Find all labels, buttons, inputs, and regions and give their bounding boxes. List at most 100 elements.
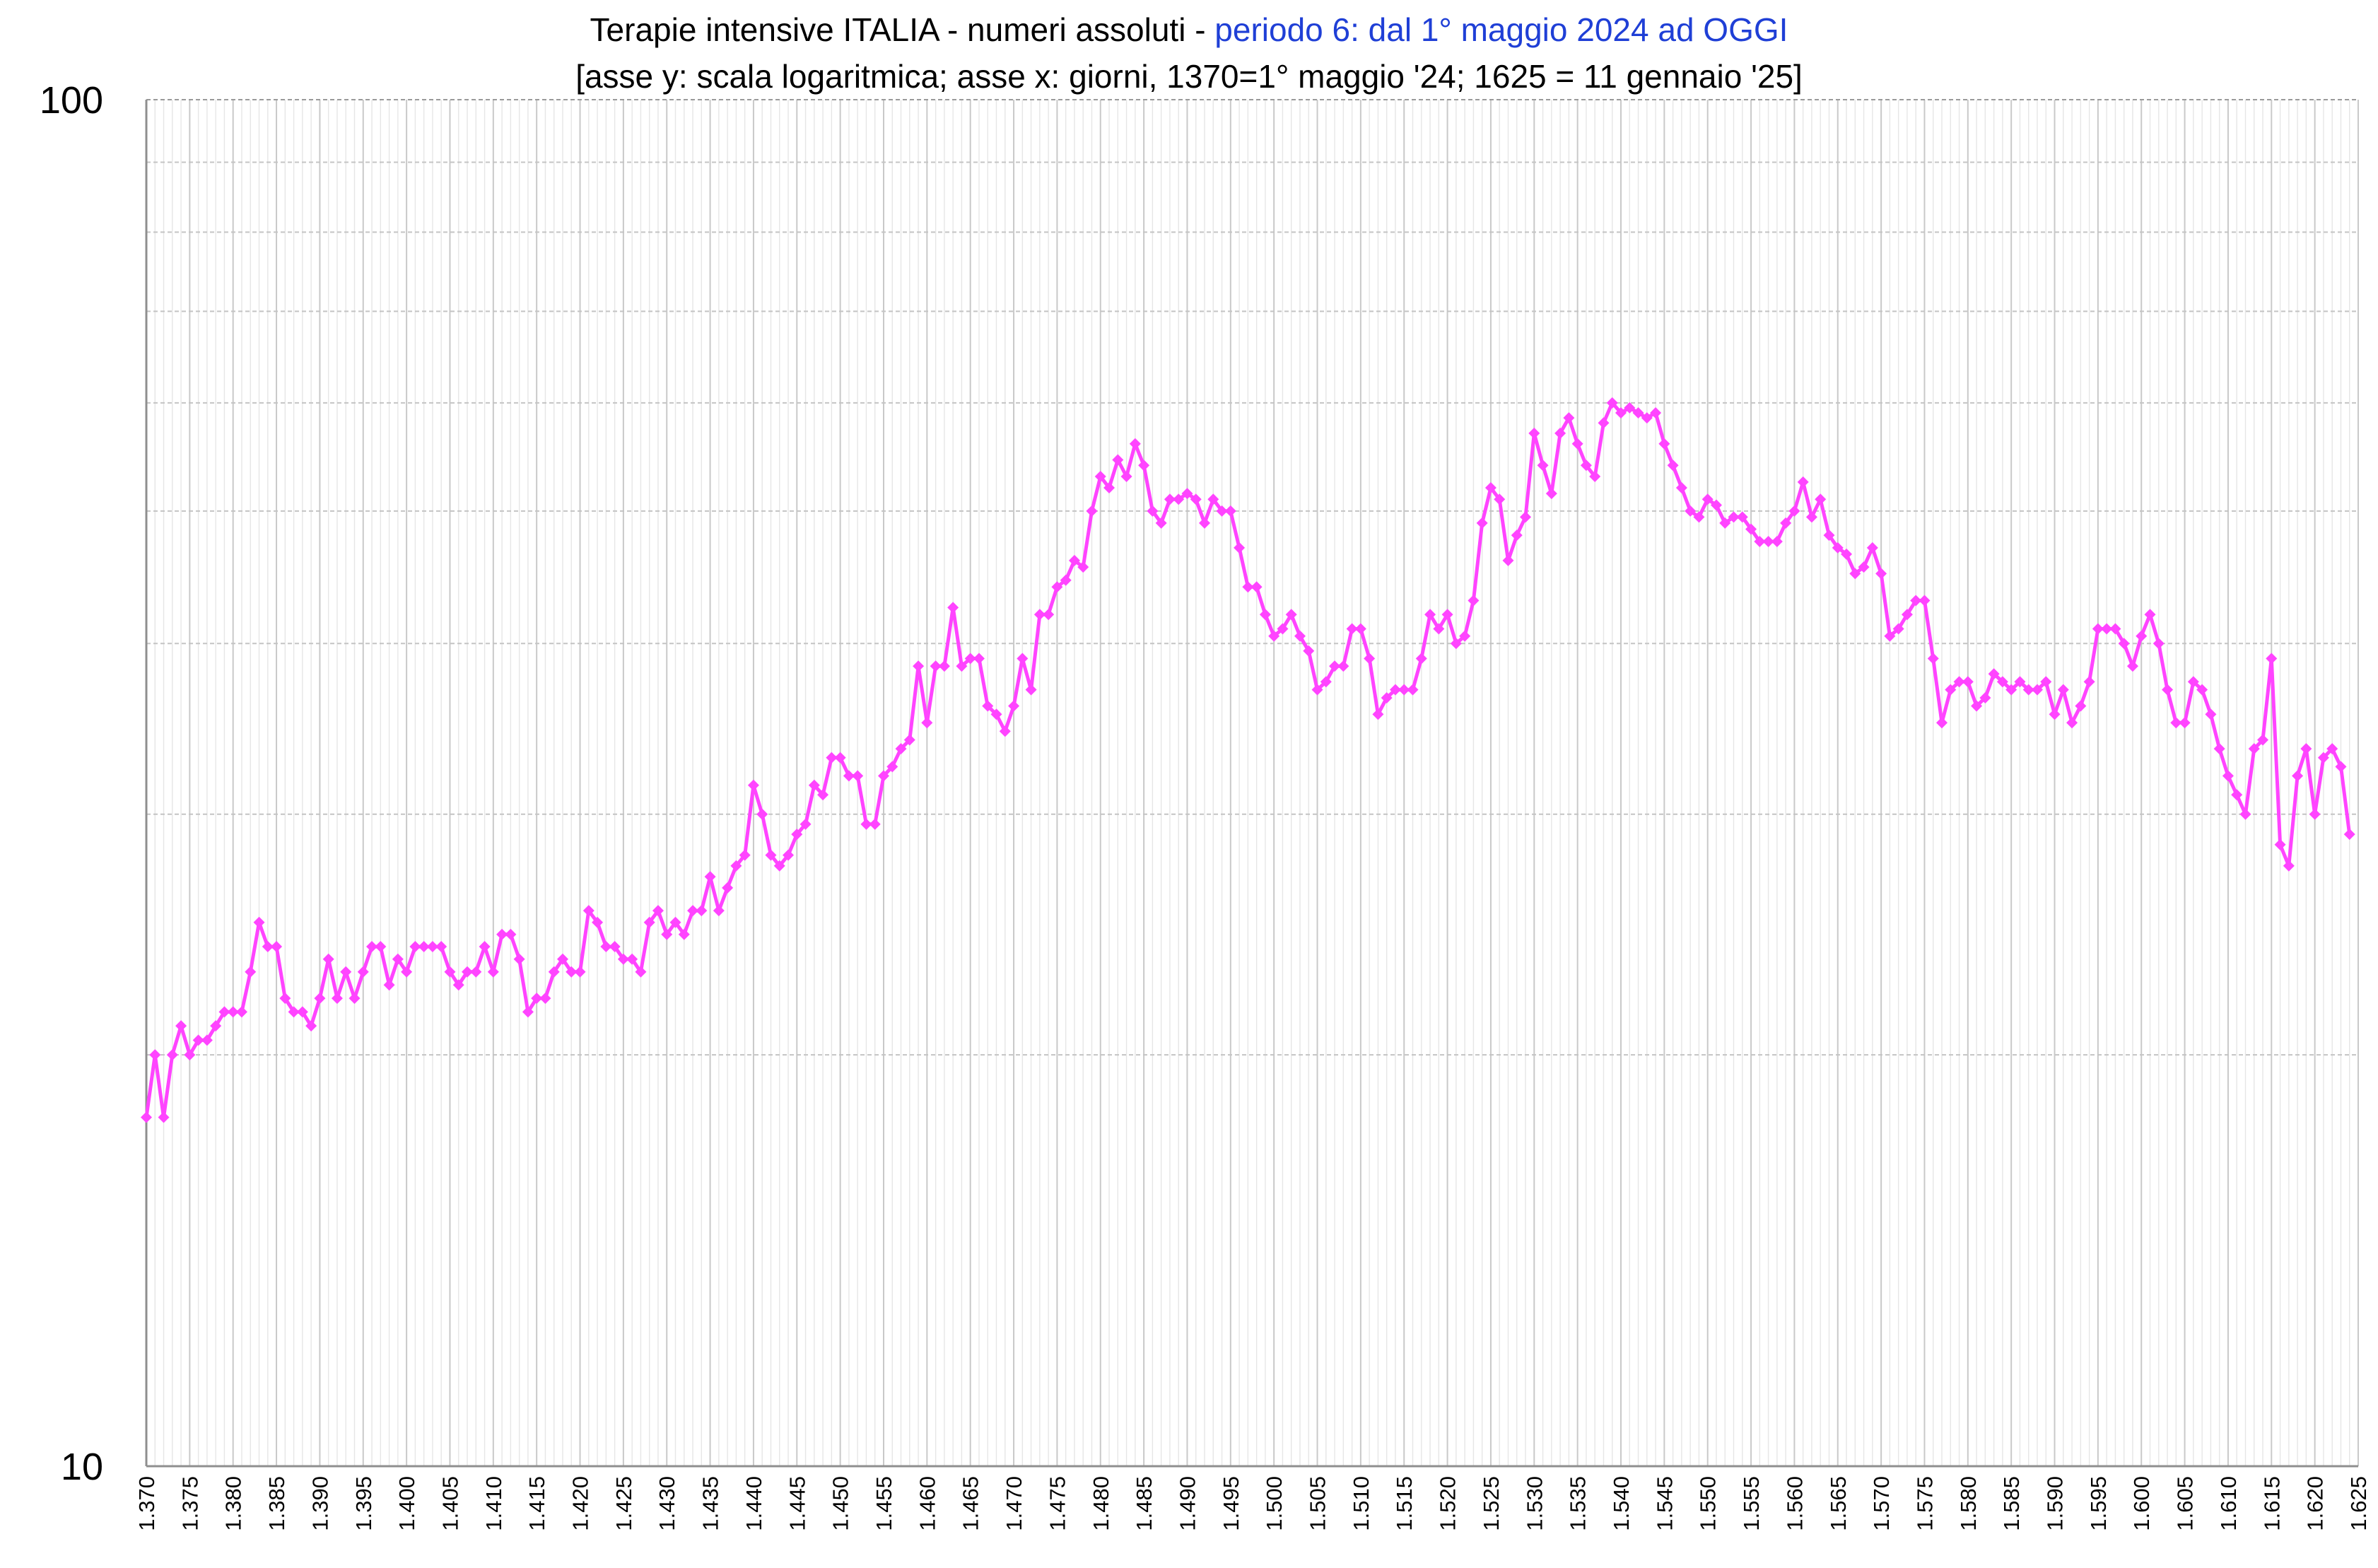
data-point (1841, 548, 1853, 560)
x-tick-label: 1.555 (1739, 1476, 1764, 1531)
data-point (1129, 438, 1141, 450)
data-point (227, 1006, 239, 1018)
x-tick-label: 1.380 (221, 1476, 246, 1531)
data-point (1329, 660, 1341, 672)
data-point (235, 1006, 247, 1018)
data-point (1051, 581, 1063, 593)
data-point (1008, 700, 1020, 712)
x-tick-label: 1.605 (2173, 1476, 2198, 1531)
data-point (1788, 505, 1800, 517)
chart-title-accent: periodo 6: dal 1° maggio 2024 ad OGGI (1214, 11, 1788, 48)
x-tick-label: 1.590 (2043, 1476, 2068, 1531)
series-markers (141, 397, 2355, 1123)
data-point (1736, 511, 1748, 523)
x-tick-label: 1.410 (481, 1476, 506, 1531)
x-tick-label: 1.595 (2086, 1476, 2111, 1531)
data-point (1892, 623, 1904, 635)
x-tick-label: 1.450 (828, 1476, 853, 1531)
data-point (1337, 660, 1349, 672)
x-tick-label: 1.370 (134, 1476, 159, 1531)
data-point (1528, 427, 1540, 439)
data-point (1494, 493, 1506, 505)
x-tick-label: 1.500 (1262, 1476, 1287, 1531)
data-point (487, 966, 499, 978)
data-point (1520, 511, 1532, 523)
data-point (1043, 609, 1055, 621)
data-point (1250, 581, 1263, 593)
data-point (426, 941, 438, 953)
data-point (2022, 684, 2034, 696)
data-point (2317, 751, 2329, 763)
x-tick-label: 1.485 (1132, 1476, 1156, 1531)
data-point (1702, 493, 1714, 505)
data-point (340, 966, 352, 978)
data-point (713, 905, 725, 917)
data-point (2205, 708, 2217, 720)
data-point (1632, 406, 1644, 419)
chart-title-main: Terapie intensive ITALIA - numeri assolu… (590, 11, 1215, 48)
data-point (556, 953, 568, 965)
y-axis-tick-labels: 100 10 (40, 79, 103, 1488)
data-point (1953, 676, 1965, 688)
x-tick-label: 1.510 (1349, 1476, 1374, 1531)
x-tick-label: 1.600 (2129, 1476, 2154, 1531)
data-point (210, 1020, 222, 1032)
data-point (253, 916, 265, 928)
data-point (704, 871, 716, 883)
data-point (462, 966, 474, 978)
data-point (1675, 481, 1687, 493)
data-point (1849, 568, 1861, 580)
data-point (1693, 511, 1705, 523)
data-point (531, 993, 543, 1005)
x-tick-label: 1.505 (1306, 1476, 1330, 1531)
data-point (2162, 684, 2174, 696)
data-point (913, 660, 925, 672)
data-point (1060, 574, 1072, 586)
data-point (1311, 684, 1323, 696)
data-point (1094, 470, 1106, 482)
data-point (592, 916, 604, 928)
data-point (1199, 517, 1211, 529)
data-point (1919, 595, 1931, 607)
data-point (1771, 535, 1783, 547)
data-point (1164, 493, 1176, 505)
data-point (1190, 493, 1202, 505)
data-point (1068, 554, 1080, 566)
x-tick-label: 1.400 (394, 1476, 419, 1531)
data-point (2266, 653, 2278, 665)
data-point (808, 779, 820, 791)
data-point (1615, 406, 1627, 419)
data-point (817, 789, 829, 801)
data-point (322, 953, 334, 965)
x-tick-label: 1.415 (525, 1476, 549, 1531)
data-point (1285, 609, 1297, 621)
data-point (1242, 581, 1254, 593)
data-point (2136, 630, 2148, 642)
data-point (1554, 427, 1566, 439)
data-point (1719, 517, 1731, 529)
data-point (1424, 609, 1436, 621)
x-tick-label: 1.420 (568, 1476, 593, 1531)
data-point (1138, 460, 1150, 472)
data-point (747, 779, 759, 791)
data-point (1511, 530, 1523, 542)
data-point (973, 653, 985, 665)
x-tick-label: 1.580 (1956, 1476, 1981, 1531)
data-point (2231, 789, 2243, 801)
data-point (2274, 838, 2286, 850)
data-point (739, 849, 751, 861)
data-point (2239, 808, 2251, 820)
data-point (1468, 595, 1480, 607)
x-tick-label: 1.560 (1782, 1476, 1807, 1531)
data-point (1173, 493, 1185, 505)
data-point (990, 708, 1002, 720)
data-point (1224, 505, 1236, 517)
data-point (1320, 676, 1332, 688)
x-tick-label: 1.465 (959, 1476, 983, 1531)
data-point (1181, 488, 1193, 500)
data-point (574, 966, 586, 978)
data-point (1216, 505, 1228, 517)
data-point (1545, 488, 1557, 500)
